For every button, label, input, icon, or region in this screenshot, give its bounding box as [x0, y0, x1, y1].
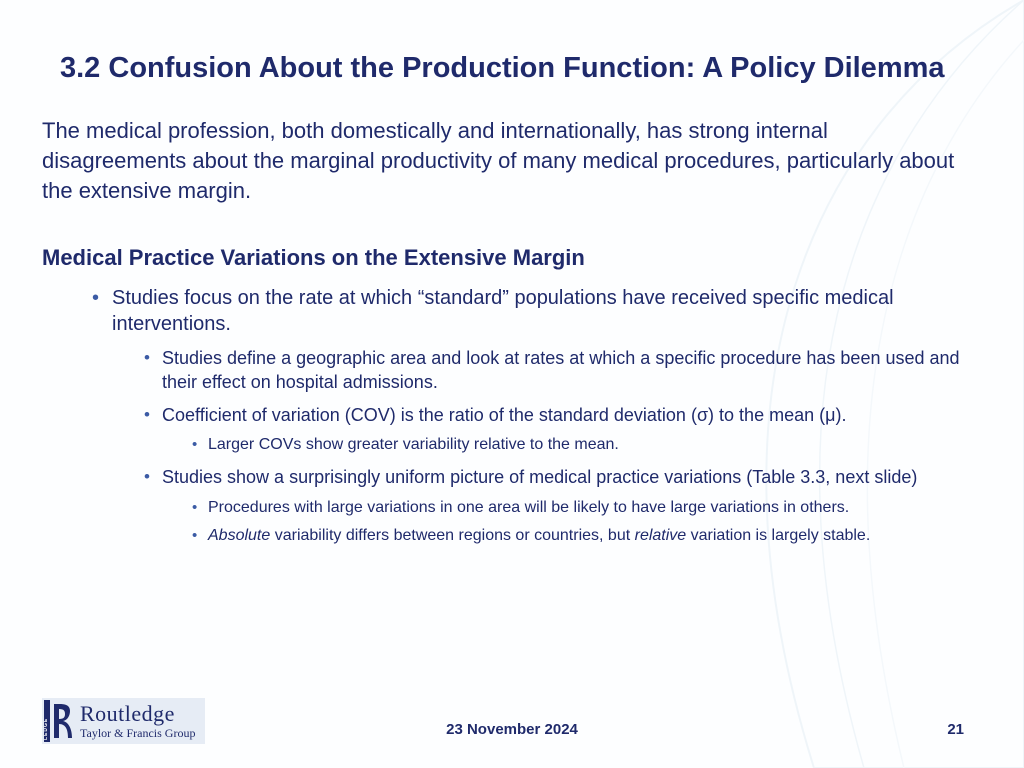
slide-footer: ROUTLEDGE Routledge Taylor & Francis Gro… [0, 694, 1024, 744]
footer-page-number: 21 [947, 721, 964, 738]
intro-paragraph: The medical profession, both domesticall… [42, 116, 964, 205]
bullet-l2: Studies show a surprisingly uniform pict… [144, 466, 964, 547]
slide-title: 3.2 Confusion About the Production Funct… [60, 50, 964, 86]
bullet-l3: Larger COVs show greater variability rel… [192, 435, 964, 456]
bullet-text-italic: Absolute [208, 527, 270, 544]
bullet-text: variability differs between regions or c… [270, 527, 634, 544]
bullet-l1: Studies focus on the rate at which “stan… [92, 285, 964, 547]
bullet-l2: Coefficient of variation (COV) is the ra… [144, 404, 964, 456]
subheading: Medical Practice Variations on the Exten… [42, 245, 964, 271]
bullet-text: Studies define a geographic area and loo… [162, 348, 960, 391]
bullet-text: variation is largely stable. [686, 527, 870, 544]
bullet-text: Studies focus on the rate at which “stan… [112, 287, 894, 335]
bullet-l3: Procedures with large variations in one … [192, 498, 964, 519]
slide-body: 3.2 Confusion About the Production Funct… [0, 0, 1024, 768]
footer-date: 23 November 2024 [0, 721, 1024, 738]
bullet-text-italic: relative [635, 527, 687, 544]
bullet-text: Larger COVs show greater variability rel… [208, 436, 619, 453]
bullet-l3: Absolute variability differs between reg… [192, 526, 964, 547]
bullet-text: Studies show a surprisingly uniform pict… [162, 467, 917, 487]
bullet-text: Procedures with large variations in one … [208, 499, 849, 516]
bullet-l2: Studies define a geographic area and loo… [144, 347, 964, 394]
bullet-text: Coefficient of variation (COV) is the ra… [162, 405, 846, 425]
